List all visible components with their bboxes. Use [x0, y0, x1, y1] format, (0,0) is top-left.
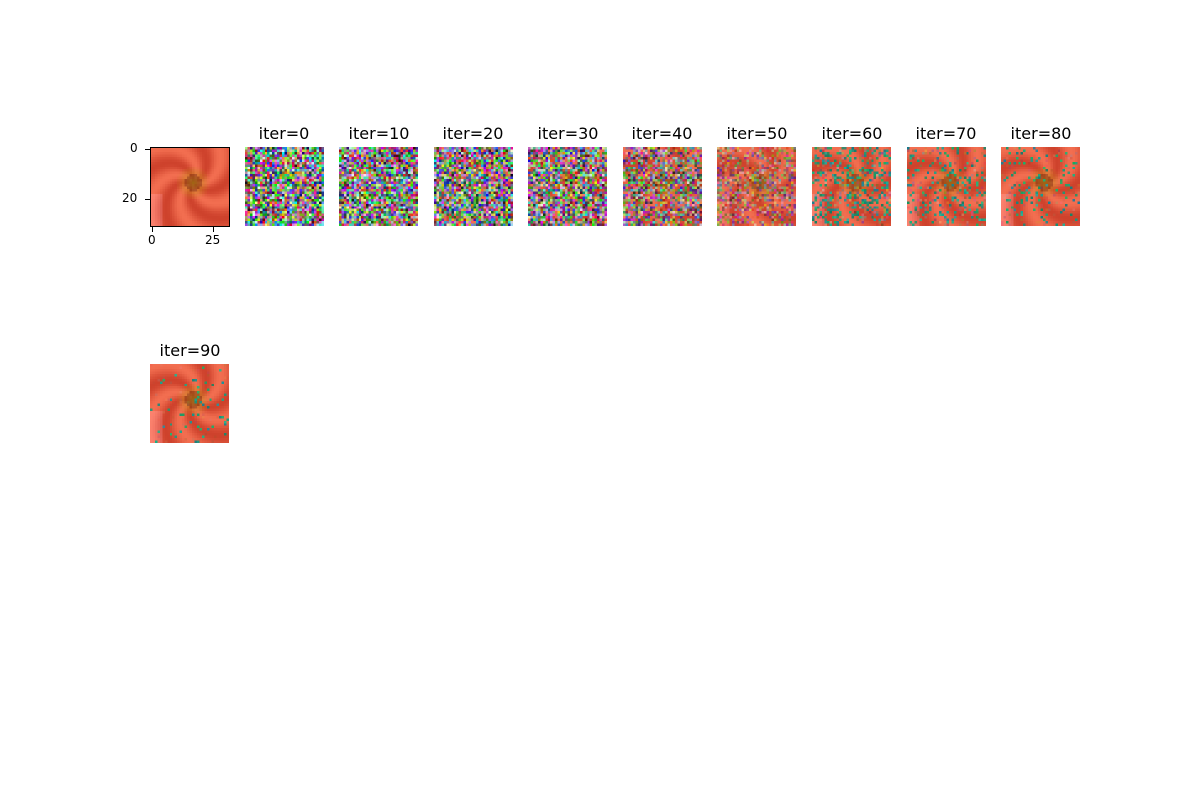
panel-title: iter=70: [915, 124, 977, 143]
x-tick-0: [152, 227, 153, 232]
x-tick-label-0: 0: [148, 233, 156, 247]
y-tick-20: [145, 199, 150, 200]
iter-image: [812, 147, 891, 226]
panel-title: iter=30: [537, 124, 599, 143]
iter-image: [717, 147, 796, 226]
iter-image: [528, 147, 607, 226]
panel-title: iter=10: [348, 124, 410, 143]
iter-image: [245, 147, 324, 226]
iter-image: [907, 147, 986, 226]
panel-title: iter=90: [159, 341, 221, 360]
panel-title: iter=50: [726, 124, 788, 143]
x-tick-label-25: 25: [205, 233, 221, 247]
y-tick-label-20: 20: [122, 191, 138, 205]
iter-image: [623, 147, 702, 226]
iter-image: [434, 147, 513, 226]
x-tick-25: [213, 227, 214, 232]
panel-title: iter=60: [821, 124, 883, 143]
iter-image: [150, 364, 229, 443]
y-tick-0: [145, 149, 150, 150]
panel-title: iter=40: [631, 124, 693, 143]
original-image: [150, 147, 229, 226]
iter-image: [1001, 147, 1080, 226]
panel-title: iter=0: [258, 124, 310, 143]
iter-image: [339, 147, 418, 226]
panel-title: iter=80: [1010, 124, 1072, 143]
y-tick-label-0: 0: [130, 141, 138, 155]
panel-title: iter=20: [442, 124, 504, 143]
